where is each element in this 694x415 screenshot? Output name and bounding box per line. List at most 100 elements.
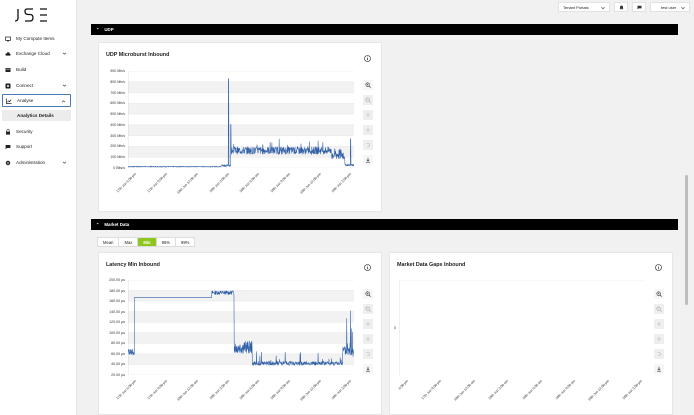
stat-pill-99pct[interactable]: 99% <box>181 239 190 245</box>
market-data-section-title: Market Data <box>104 222 130 227</box>
x-tick-label: 6:00 pm <box>397 379 409 391</box>
y-tick-label: 500 Mb/s <box>110 112 125 117</box>
x-tick-label: 18th Jun 6:00 am <box>521 379 543 401</box>
grid-band <box>128 103 354 115</box>
y-tick-label: 200 Mb/s <box>110 144 125 149</box>
y-tick-label: 900 Mb/s <box>110 69 125 73</box>
download-icon <box>366 157 370 163</box>
zoom-out-button[interactable] <box>363 95 373 105</box>
x-tick-label: 18th Jun 9:00 am <box>554 379 577 401</box>
plus-button[interactable] <box>654 319 664 329</box>
pan-button[interactable] <box>363 125 373 135</box>
stat-pill-max[interactable]: Max <box>119 238 139 246</box>
user-menu[interactable]: test user <box>650 2 690 12</box>
chevron-down-icon <box>601 6 605 10</box>
connect-icon <box>5 83 11 88</box>
latency-series-line <box>128 289 354 367</box>
plus-icon <box>366 113 370 117</box>
cloud-icon <box>5 51 11 56</box>
caret-up-icon: ⌃ <box>96 222 100 227</box>
compute-icon <box>5 36 11 41</box>
pan-icon <box>365 336 371 342</box>
sidebar-item-build[interactable]: Build <box>2 63 71 76</box>
gaps-chart-title: Market Data Gaps Inbound <box>397 262 466 268</box>
messages-button[interactable] <box>632 2 646 12</box>
page-scrollbar[interactable] <box>684 20 689 415</box>
x-tick-label: 18th Jun 12:00 pm <box>299 379 322 402</box>
reset-button[interactable] <box>363 349 373 359</box>
stat-pill-95pct[interactable]: 95% <box>157 238 177 246</box>
sidebar: My Compute Items Exchange Cloud Build Conne… <box>0 0 77 415</box>
gaps-plot-area[interactable] <box>399 280 645 375</box>
notifications-button[interactable] <box>614 2 628 12</box>
stat-pill-mean[interactable]: Mean <box>98 238 120 246</box>
sidebar-item-label: Build <box>16 67 27 72</box>
info-icon[interactable] <box>364 55 371 62</box>
reset-button[interactable] <box>363 140 373 150</box>
pan-button[interactable] <box>363 334 373 344</box>
pan-button[interactable] <box>654 334 664 344</box>
scrollbar-thumb[interactable] <box>685 175 688 305</box>
stat-selector: Mean Max Min 95% 99% <box>97 237 196 247</box>
download-button[interactable] <box>654 364 664 374</box>
sidebar-item-label: Security <box>16 129 33 134</box>
chevron-down-icon <box>62 161 67 164</box>
chat-icon <box>637 5 641 9</box>
udp-series-line <box>128 78 354 168</box>
sidebar-item-support[interactable]: Support <box>2 140 71 153</box>
udp-plot-area[interactable] <box>128 71 354 168</box>
grid-band <box>128 311 354 323</box>
latency-plot-area[interactable] <box>128 280 354 375</box>
lock-icon <box>6 128 10 135</box>
zoom-out-button[interactable] <box>363 304 373 314</box>
zoom-out-icon <box>365 97 371 103</box>
zoom-in-icon <box>365 291 371 297</box>
jse-logo[interactable] <box>14 8 56 22</box>
sidebar-item-analyse[interactable]: Analyse <box>2 94 71 107</box>
sidebar-item-administration[interactable]: Administration <box>2 156 71 169</box>
top-bar: Tenant Portals test user <box>77 0 694 14</box>
info-icon[interactable] <box>364 264 371 271</box>
y-tick-label: 100.00 µs <box>109 330 125 335</box>
market-data-section-header[interactable]: ⌃ Market Data <box>91 219 678 230</box>
y-tick-label: 0 Bits/s <box>113 166 125 170</box>
grid-band <box>128 332 354 344</box>
reset-icon <box>366 352 370 356</box>
sidebar-item-label: My Compute Items <box>16 36 55 41</box>
zoom-out-icon <box>365 306 371 312</box>
latency-chart-toolbar <box>363 289 375 379</box>
udp-section-header[interactable]: ⌃ UDP <box>91 24 678 35</box>
info-icon[interactable] <box>655 264 662 271</box>
sidebar-item-exchange-cloud[interactable]: Exchange Cloud <box>2 47 71 60</box>
y-tick-label: 0 <box>394 325 396 330</box>
reset-icon <box>657 352 661 356</box>
zoom-in-button[interactable] <box>654 289 664 299</box>
pan-icon <box>656 336 662 342</box>
sidebar-item-my-compute-items[interactable]: My Compute Items <box>2 32 71 45</box>
sidebar-item-analytics-details[interactable]: Analytics Details <box>2 110 71 121</box>
download-button[interactable] <box>363 155 373 165</box>
download-icon <box>657 366 661 372</box>
stat-pill-min[interactable]: Min <box>138 238 157 246</box>
x-tick-label: 17th Jun 6:00 pm <box>116 172 138 194</box>
zoom-in-button[interactable] <box>363 80 373 90</box>
chevron-down-icon <box>62 52 67 55</box>
zoom-out-button[interactable] <box>654 304 664 314</box>
plus-icon <box>657 322 661 326</box>
reset-button[interactable] <box>654 349 664 359</box>
download-button[interactable] <box>363 364 373 374</box>
x-tick-label: 17th Jun 9:00 pm <box>146 172 169 194</box>
plus-button[interactable] <box>363 110 373 120</box>
latency-min-card: Latency Min Inbound 200.00 µs 180.00 µs 16… <box>98 252 382 415</box>
zoom-in-button[interactable] <box>363 289 373 299</box>
sidebar-item-label: Exchange Cloud <box>16 51 50 56</box>
y-tick-label: 100 Mb/s <box>110 155 125 160</box>
x-tick-label: 18th Jun 3:00 am <box>487 379 510 401</box>
sidebar-item-security[interactable]: Security <box>2 125 71 138</box>
udp-section-title: UDP <box>104 27 114 32</box>
y-tick-label: 800 Mb/s <box>110 79 125 84</box>
plus-button[interactable] <box>363 319 373 329</box>
sidebar-item-connect[interactable]: Connect <box>2 79 71 92</box>
reset-icon <box>366 143 370 147</box>
tenant-portals-dropdown[interactable]: Tenant Portals <box>558 2 610 12</box>
